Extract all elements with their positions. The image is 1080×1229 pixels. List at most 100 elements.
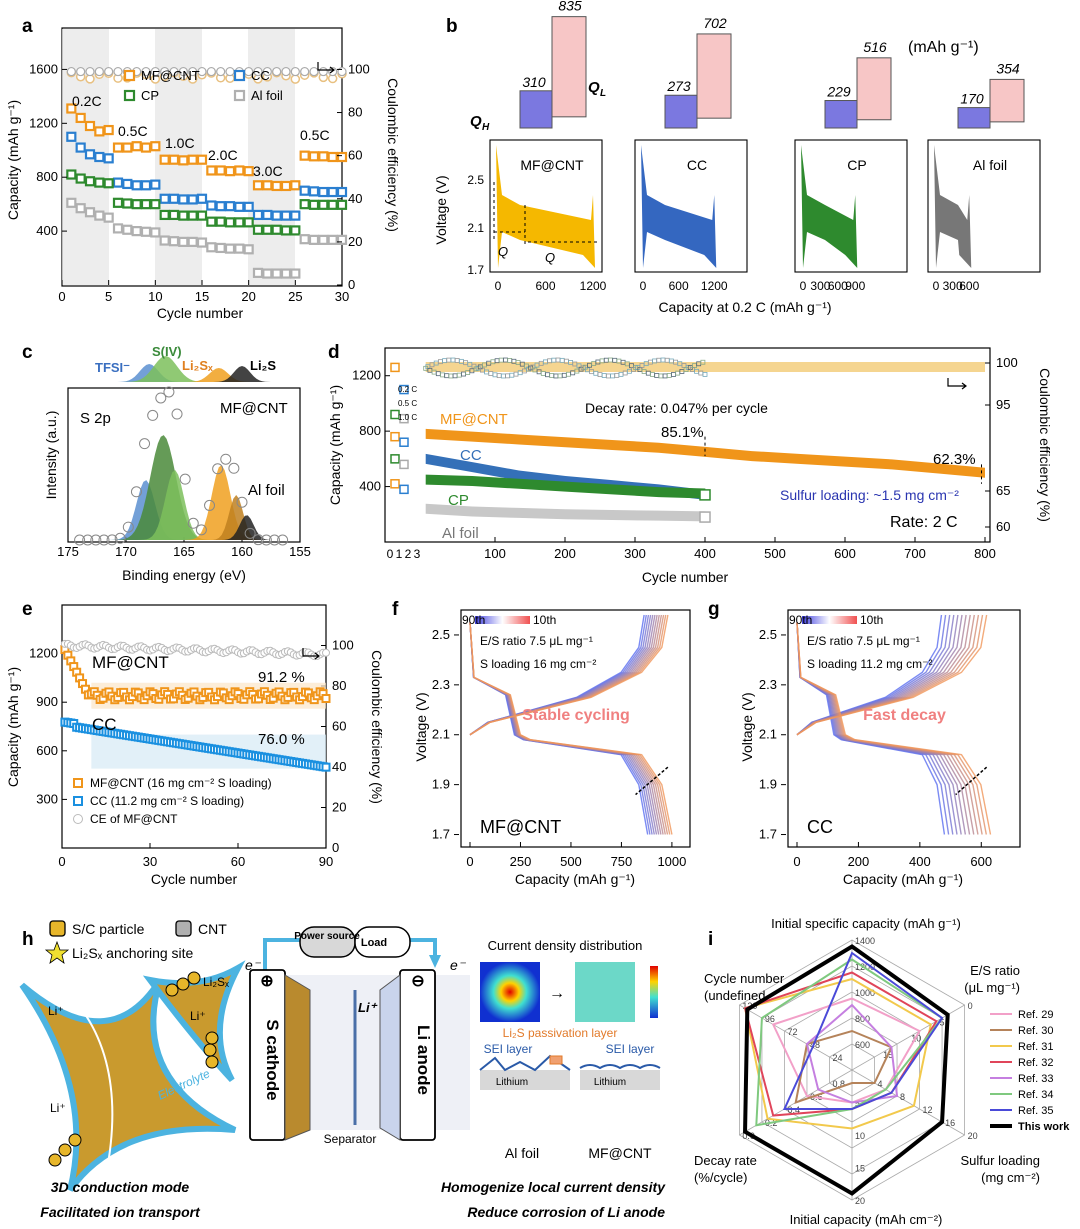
discharge-curve [469,622,655,835]
ce-point [597,372,603,378]
y-tick-label: 1.9 [432,777,450,792]
series-label: Al foil [442,525,479,542]
panel-e: e 0 30 60 90 300 600 900 1200 0 20 40 60 80 100 MF@CNT… [5,599,385,887]
ce-point [559,357,565,363]
discharge-curve [469,622,658,835]
cap-point-3 [196,237,208,248]
qh-annot: Q [498,244,508,259]
x-tick-label: 600 [959,279,979,293]
panel-f-xlabel: Capacity (mAh g⁻¹) [515,871,635,887]
discharge-curve [469,622,649,835]
axis-label-unit: (μL mg⁻¹) [964,980,1020,995]
sl-label: S loading 11.2 mg cm⁻² [807,657,933,671]
cap-point-0 [122,142,133,153]
y2-tick-label: 65 [996,483,1010,498]
rate-point [390,479,400,489]
x-tick-label: 5 [105,289,112,304]
cap-point-2 [271,224,282,235]
y-tick-label: 1.7 [467,263,484,277]
h-caption-2: Facilitated ion transport [40,1204,201,1220]
ce-point [650,372,655,377]
plus-icon: ⊕ [260,973,273,990]
y2-tick-label: 60 [996,519,1010,534]
mf-label: MF@CNT [92,653,169,672]
ce-point [448,373,454,379]
voltage-curve [641,145,717,268]
radar-tick: 800 [855,1014,870,1024]
ce-point [492,372,498,378]
h-caption-1: 3D conduction mode [51,1179,190,1195]
cap-point-2 [262,224,273,235]
cap-point-1 [271,210,282,221]
ce-point [553,373,559,379]
note-label: Fast decay [863,707,946,724]
axis-label: Initial capacity (mAh cm⁻²) [790,1212,943,1227]
discharge-curve [796,622,983,835]
cap-point-2 [308,199,320,210]
x-tick-label-small: 2 [405,547,412,561]
data-point [228,462,240,474]
ce-point-grey [318,66,328,77]
rate-label: 0.5C [118,123,148,139]
e-label-right: e⁻ [450,957,467,973]
x-tick-label: 10 [148,289,162,304]
panel-i: i 60080010001200140015105048121620510152… [694,916,1070,1227]
cap-point-0 [75,112,86,124]
ce-point [654,373,660,378]
ce-point-grey [104,66,114,77]
data-point [147,409,159,421]
x-tick-label: 250 [510,854,532,869]
panel-e-xlabel: Cycle number [151,871,238,887]
cap-point-1 [299,185,310,196]
x-tick-label: 300 [624,546,646,561]
ce-point [555,357,561,363]
ce-point [496,373,502,379]
ce-point [618,371,624,377]
panel-b-xlabel: Capacity at 0.2 C (mAh g⁻¹) [658,299,831,315]
ce-point [610,373,615,379]
cd-map-mf [575,962,635,1022]
cap-point-3 [271,268,282,279]
qh-label: Q [470,113,482,130]
cap-point-0 [168,154,180,165]
cap-point-3 [84,207,96,218]
ce-point [561,372,567,378]
x-tick-label: 20 [241,289,255,304]
ce-point [702,372,708,377]
radar-tick: 600 [855,1040,870,1050]
panel-a: a 0 5 10 15 20 25 30 400 800 1200 1600 0 20 40 60 80 100… [5,16,401,321]
y2-tick-label: 0 [332,840,339,855]
cap-point-1 [215,201,226,212]
cc-point [321,762,331,772]
cap-point-3 [112,223,124,234]
qh-bar [664,94,698,129]
data-point [268,534,280,546]
radar-tick: 20 [855,1196,865,1206]
cap-point-1 [150,179,161,190]
cap-point-3 [206,242,217,253]
ce-point-grey [76,66,86,77]
cap-point-3 [280,268,292,279]
cap-point-1 [290,210,301,221]
sulfur-label: Sulfur loading: ~1.5 mg cm⁻² [780,487,959,503]
h-al-label: Al foil [505,1145,539,1161]
y-tick-label: 1200 [352,368,381,383]
y-tick-label: 1.7 [432,827,450,842]
axis-label-unit: (%/cycle) [694,1170,747,1185]
axis-label-unit: (mg cm⁻²) [981,1170,1040,1185]
cap-point-1 [234,201,245,212]
minus-icon: ⊖ [411,973,424,990]
cap-point-2 [280,225,292,236]
y2-tick-label: 20 [332,800,346,815]
rate-point [390,409,400,420]
ql-sub: L [600,88,606,99]
cap-point-0 [224,166,236,177]
axis-label: Initial specific capacity (mAh g⁻¹) [771,916,961,931]
rate-point [399,384,409,395]
legend-marker [73,814,83,824]
legend-label: CE of MF@CNT [90,812,178,826]
data-point [212,463,224,475]
voltage-frame [634,139,748,273]
y2-tick-label: 0 [348,277,355,292]
panel-b-unit: (mAh g⁻¹) [908,39,979,56]
